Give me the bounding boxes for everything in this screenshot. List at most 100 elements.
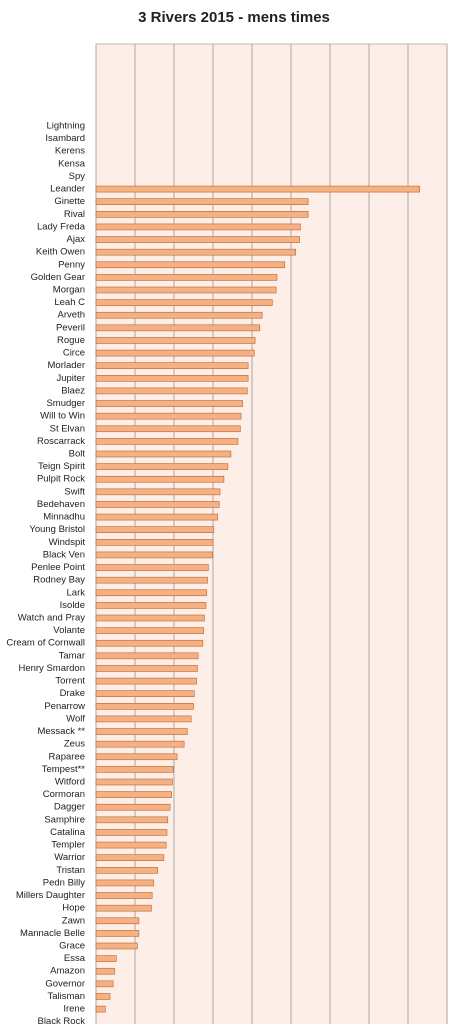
y-tick-label: Jupiter — [56, 373, 85, 384]
y-tick-label: Essa — [64, 953, 86, 964]
y-tick-label: Smudger — [46, 398, 85, 409]
y-tick-label: Pulpit Rock — [37, 474, 85, 485]
bar — [95, 564, 209, 571]
bar — [95, 728, 188, 735]
y-tick-label: Blaez — [61, 385, 85, 396]
bar — [95, 816, 169, 824]
y-tick-label: Arveth — [58, 310, 85, 321]
y-tick-label: Lightning — [46, 121, 85, 132]
y-tick-label: Templer — [51, 840, 85, 851]
bar — [95, 475, 225, 483]
bar — [95, 526, 215, 533]
y-tick-label: Kerens — [55, 146, 85, 157]
bar — [95, 1005, 106, 1013]
y-tick-label: Young Bristol — [29, 524, 85, 535]
y-tick-label: Witford — [55, 777, 85, 788]
y-tick-label: Watch and Pray — [18, 613, 85, 624]
bar — [95, 803, 171, 811]
y-tick-label: Isambard — [45, 133, 85, 144]
bar — [95, 602, 207, 609]
bar — [95, 841, 167, 849]
y-tick-label: Bedehaven — [37, 499, 85, 510]
y-tick-label: Minnadhu — [43, 512, 85, 523]
bar — [95, 917, 140, 925]
bar — [95, 438, 239, 445]
y-tick-label: Raparee — [49, 751, 85, 762]
y-tick-label: Tamar — [59, 650, 85, 661]
bar — [95, 942, 138, 950]
bar — [95, 463, 229, 470]
y-tick-label: Pedn Billy — [43, 877, 85, 888]
y-tick-label: Messack ** — [37, 726, 85, 737]
bar — [95, 299, 273, 306]
bar — [95, 993, 111, 1000]
bar — [95, 715, 192, 723]
y-tick-label: Samphire — [44, 814, 85, 825]
y-tick-label: Black Rock — [37, 1016, 85, 1024]
bar — [95, 665, 198, 672]
y-tick-label: Talisman — [48, 991, 86, 1002]
bar — [95, 652, 199, 660]
bar — [95, 198, 309, 205]
bar — [95, 362, 249, 369]
bar — [95, 904, 152, 912]
y-tick-label: Lady Freda — [37, 221, 86, 232]
bar — [95, 375, 249, 382]
bar — [95, 236, 300, 243]
y-tick-label: Torrent — [55, 676, 85, 687]
y-tick-label: Penny — [58, 259, 85, 270]
bar — [95, 311, 263, 319]
y-tick-label: Teign Spirit — [38, 461, 85, 472]
bar — [95, 185, 421, 193]
y-tick-label: Tristan — [56, 865, 85, 876]
y-tick-label: Wolf — [66, 713, 85, 724]
y-tick-label: Hope — [62, 903, 85, 914]
bar — [95, 955, 117, 962]
y-tick-label: St Elvan — [50, 423, 85, 434]
y-tick-label: Rodney Bay — [33, 575, 85, 586]
bar — [95, 211, 309, 218]
bar — [95, 791, 172, 798]
bar — [95, 387, 248, 395]
bar — [95, 248, 296, 256]
bar — [95, 753, 178, 761]
y-tick-label: Cream of Cornwall — [6, 638, 85, 649]
y-tick-label: Roscarrack — [37, 436, 85, 447]
bar — [95, 703, 194, 710]
bar — [95, 639, 204, 647]
bar — [95, 766, 174, 773]
bar — [95, 967, 116, 975]
y-tick-label: Henry Smardon — [18, 663, 85, 674]
y-tick-label: Swift — [64, 486, 85, 497]
bar — [95, 879, 155, 887]
y-tick-label: Governor — [45, 978, 85, 989]
bar — [95, 261, 286, 269]
y-tick-label: Keith Owen — [36, 247, 85, 258]
bar — [95, 324, 261, 332]
bar — [95, 892, 153, 899]
y-tick-label: Catalina — [50, 827, 86, 838]
bar — [95, 286, 277, 294]
bar — [95, 829, 168, 836]
y-tick-label: Leander — [50, 184, 85, 195]
y-tick-label: Will to Win — [40, 411, 85, 422]
bar — [95, 930, 140, 937]
bar — [95, 400, 243, 407]
bar — [95, 677, 197, 685]
bar — [95, 539, 214, 546]
y-tick-label: Circe — [63, 348, 85, 359]
y-tick-label: Irene — [63, 1004, 85, 1015]
y-tick-label: Peveril — [56, 322, 85, 333]
y-tick-label: Drake — [60, 688, 85, 699]
y-tick-label: Isolde — [60, 600, 85, 611]
y-tick-label: Volante — [53, 625, 85, 636]
bar — [95, 274, 278, 281]
y-tick-label: Amazon — [50, 966, 85, 977]
y-tick-label: Tempest** — [42, 764, 86, 775]
bar — [95, 627, 204, 634]
y-tick-label: Bolt — [69, 449, 86, 460]
y-tick-label: Ginette — [54, 196, 85, 207]
y-tick-label: Penarrow — [44, 701, 85, 712]
bar — [95, 349, 255, 357]
